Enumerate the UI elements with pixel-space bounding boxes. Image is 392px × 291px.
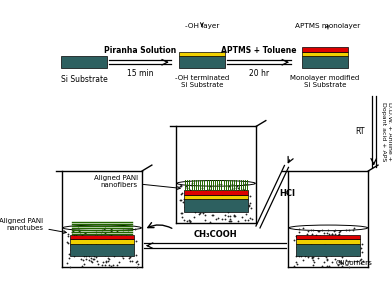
- Bar: [70, 239, 134, 244]
- Text: HCl: HCl: [279, 189, 295, 198]
- Text: CH₃COOH: CH₃COOH: [193, 230, 237, 239]
- Bar: [301, 52, 348, 56]
- Bar: [179, 56, 225, 68]
- Text: RT: RT: [355, 127, 365, 136]
- Bar: [296, 235, 360, 239]
- Bar: [296, 244, 360, 256]
- Ellipse shape: [289, 225, 368, 231]
- Text: 20 hr: 20 hr: [249, 69, 269, 78]
- Text: -OH layer: -OH layer: [185, 23, 219, 29]
- Text: Oligomers: Oligomers: [336, 260, 372, 266]
- Bar: [70, 244, 134, 256]
- Text: Piranha Solution: Piranha Solution: [104, 46, 176, 55]
- Bar: [184, 195, 248, 199]
- Bar: [301, 56, 348, 68]
- Text: 15 min: 15 min: [127, 69, 153, 78]
- Text: APTMS + Toluene: APTMS + Toluene: [221, 46, 297, 55]
- Ellipse shape: [177, 180, 256, 186]
- Bar: [70, 235, 134, 239]
- Bar: [184, 191, 248, 195]
- Bar: [301, 47, 348, 52]
- Bar: [61, 56, 107, 68]
- Bar: [179, 52, 225, 56]
- Text: -OH terminated
Si Substrate: -OH terminated Si Substrate: [175, 75, 229, 88]
- Bar: [296, 239, 360, 244]
- Bar: [184, 199, 248, 212]
- Ellipse shape: [63, 225, 142, 231]
- Text: Monolayer modified
Si Substrate: Monolayer modified Si Substrate: [290, 75, 359, 88]
- Text: Aligned PANI
nanotubes: Aligned PANI nanotubes: [0, 218, 66, 233]
- Text: APTMS monolayer: APTMS monolayer: [295, 23, 360, 29]
- Text: Aligned PANI
nanofibers: Aligned PANI nanofibers: [94, 175, 180, 189]
- Text: D.D.W. + Aniline +
Dopant acid + APS: D.D.W. + Aniline + Dopant acid + APS: [381, 102, 392, 161]
- Text: Si Substrate: Si Substrate: [61, 75, 108, 84]
